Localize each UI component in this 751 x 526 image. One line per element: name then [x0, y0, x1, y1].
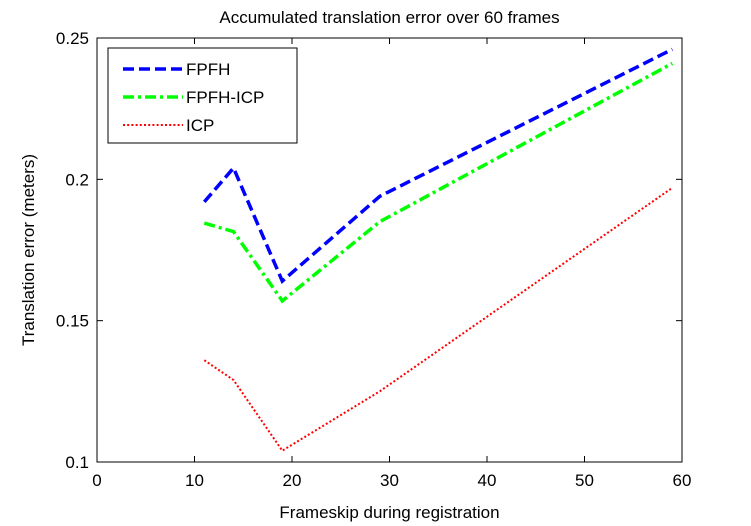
axis-ticks: 0 10 20 30 40 50 60 0.1 0.15 0.2 0.25 — [56, 29, 692, 490]
series-line-fpfh-icp — [203, 61, 674, 304]
legend-label: FPFH-ICP — [186, 88, 264, 107]
y-tick-label: 0.15 — [56, 312, 89, 331]
legend: FPFH FPFH-ICP ICP — [107, 47, 298, 144]
series-line-fpfh — [202, 47, 674, 284]
x-tick-label: 30 — [380, 471, 399, 490]
y-tick-label: 0.25 — [56, 29, 89, 48]
y-axis-title: Translation error (meters) — [19, 154, 38, 346]
x-tick-label: 20 — [283, 471, 302, 490]
x-tick-label: 10 — [185, 471, 204, 490]
x-tick-label: 0 — [92, 471, 101, 490]
series-layer — [202, 47, 674, 453]
legend-label: ICP — [186, 116, 214, 135]
x-tick-label: 40 — [478, 471, 497, 490]
x-tick-label: 50 — [575, 471, 594, 490]
y-tick-label: 0.2 — [65, 170, 89, 189]
legend-label: FPFH — [186, 60, 230, 79]
chart-title: Accumulated translation error over 60 fr… — [219, 8, 559, 27]
series-line-icp — [203, 186, 673, 453]
x-tick-label: 60 — [673, 471, 692, 490]
x-axis-title: Frameskip during registration — [279, 503, 499, 522]
y-tick-label: 0.1 — [65, 453, 89, 472]
